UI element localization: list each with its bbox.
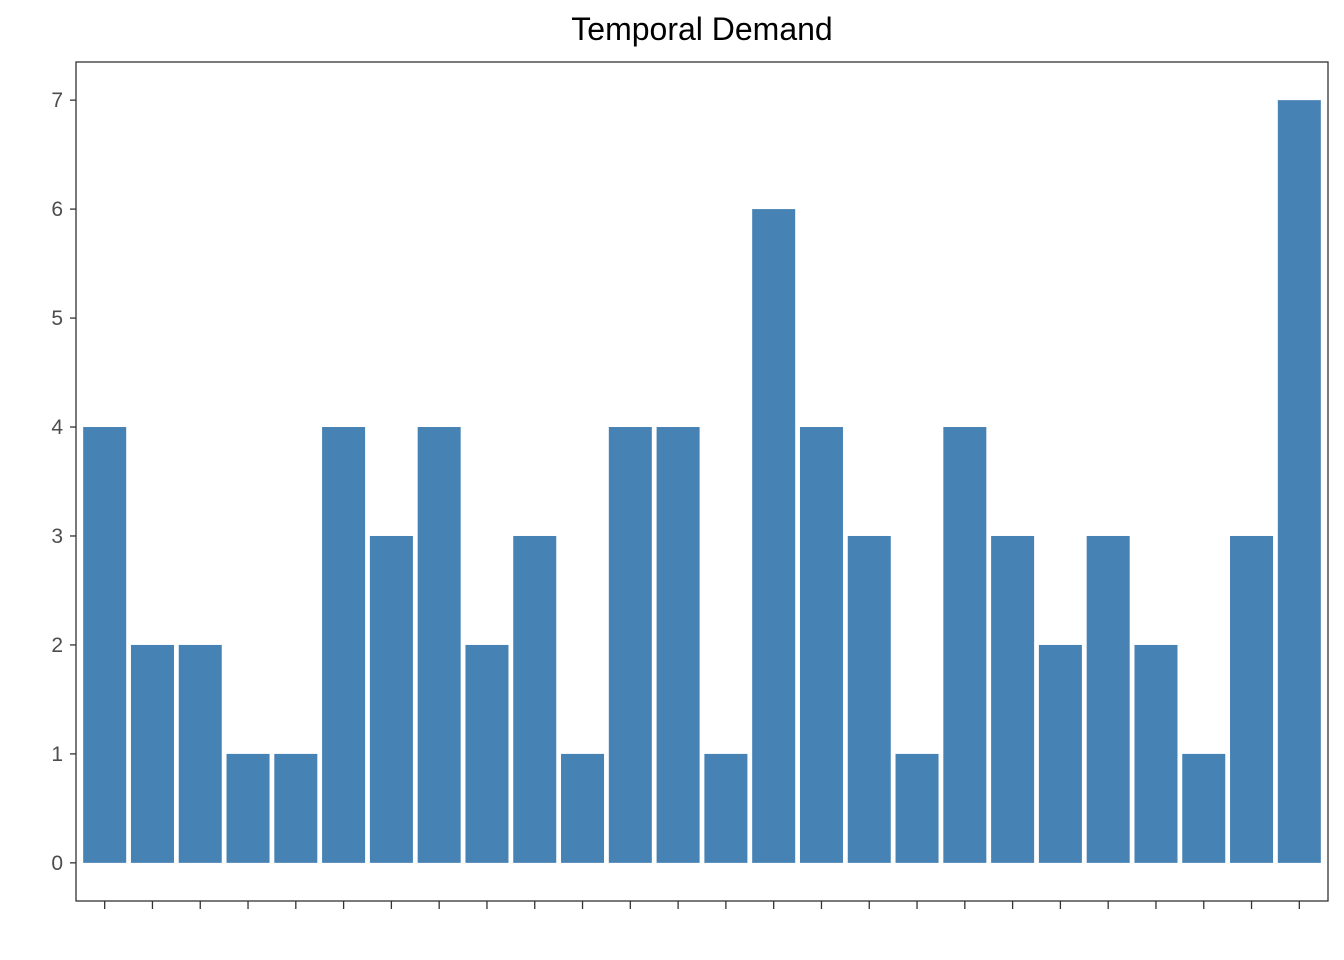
y-tick-label-7: 7 xyxy=(51,89,63,112)
bar-19 xyxy=(943,427,987,863)
bar-2 xyxy=(130,644,174,863)
bar-3 xyxy=(178,644,222,863)
bar-20 xyxy=(991,535,1035,863)
bar-15 xyxy=(752,209,796,863)
y-tick-label-2: 2 xyxy=(51,634,63,657)
y-tick-label-6: 6 xyxy=(51,198,63,221)
bar-23 xyxy=(1134,644,1178,863)
y-tick-label-3: 3 xyxy=(51,525,63,548)
bar-21 xyxy=(1038,644,1082,863)
bar-25 xyxy=(1230,535,1274,863)
y-tick-label-4: 4 xyxy=(51,416,63,439)
y-tick-label-0: 0 xyxy=(51,852,63,875)
bar-12 xyxy=(608,427,652,863)
bar-1 xyxy=(83,427,127,863)
chart-title: Temporal Demand xyxy=(571,11,832,47)
y-tick-label-1: 1 xyxy=(51,743,63,766)
bar-26 xyxy=(1277,100,1321,863)
bar-10 xyxy=(513,535,557,863)
bar-17 xyxy=(847,535,891,863)
bar-14 xyxy=(704,753,748,863)
bar-18 xyxy=(895,753,939,863)
bar-6 xyxy=(322,427,366,863)
bar-22 xyxy=(1086,535,1130,863)
y-axis: 0 1 2 3 4 5 6 7 xyxy=(51,89,76,875)
bar-8 xyxy=(417,427,461,863)
bar-13 xyxy=(656,427,700,863)
bar-4 xyxy=(226,753,270,863)
bar-9 xyxy=(465,644,509,863)
bar-5 xyxy=(274,753,318,863)
bar-7 xyxy=(369,535,413,863)
bar-16 xyxy=(799,427,843,863)
bar-24 xyxy=(1182,753,1226,863)
bar-11 xyxy=(561,753,605,863)
y-tick-label-5: 5 xyxy=(51,307,63,330)
bars-group xyxy=(83,100,1321,863)
x-axis xyxy=(104,901,1300,909)
